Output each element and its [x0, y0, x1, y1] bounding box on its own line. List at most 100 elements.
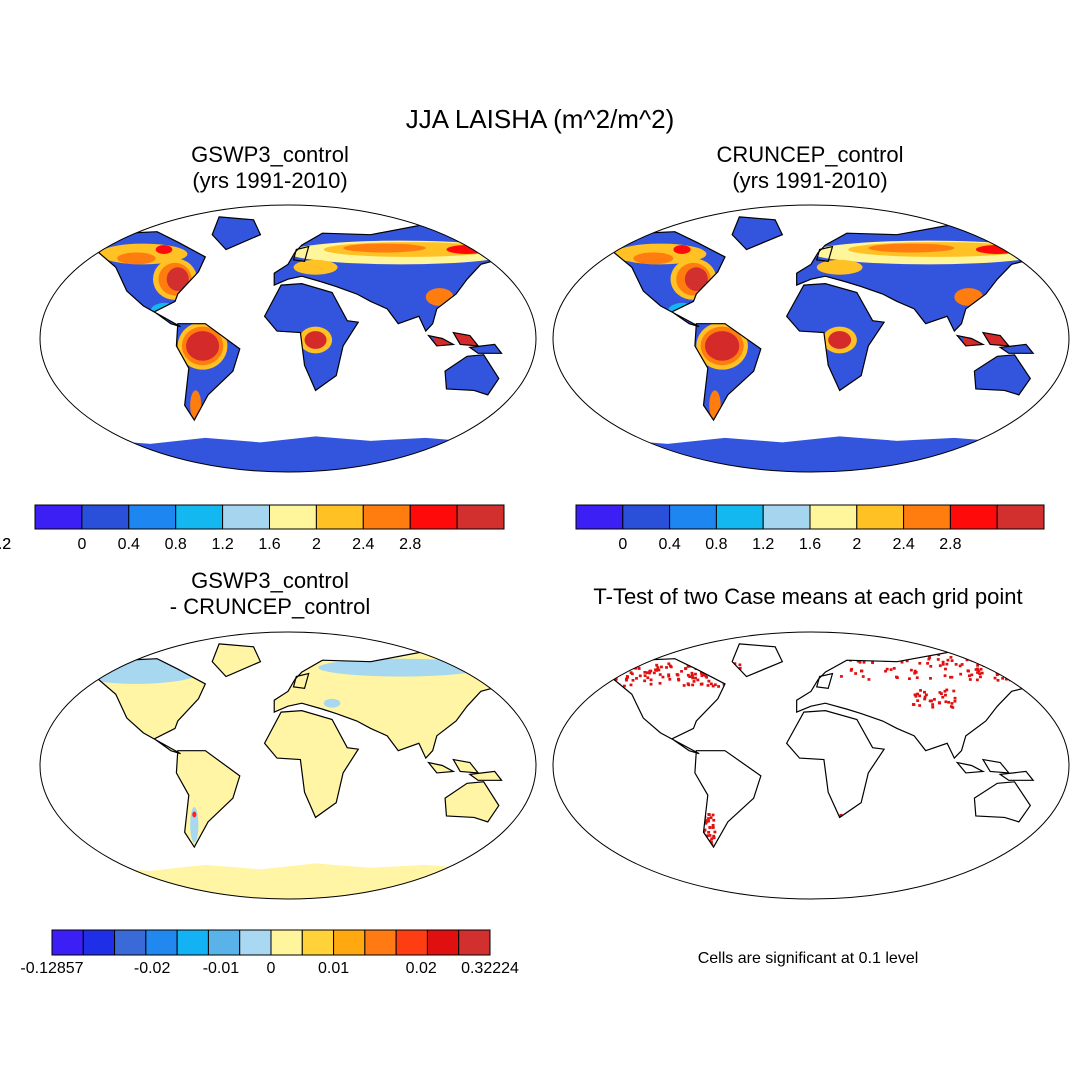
significant-cell [1039, 674, 1043, 678]
significant-cell [707, 830, 711, 834]
significant-cell [648, 669, 652, 673]
significant-cell [1033, 667, 1037, 671]
colorbar-box [81, 504, 130, 530]
coastline [787, 711, 884, 818]
colorbar-box [575, 504, 624, 530]
significant-cell [1054, 660, 1058, 664]
colorbar-label: 0.01 [318, 960, 349, 977]
significant-cell [694, 676, 697, 680]
significant-cell [978, 672, 982, 676]
coastline [61, 659, 206, 754]
significant-cell [854, 672, 858, 675]
significant-cell [655, 669, 659, 672]
significant-cell [696, 678, 700, 682]
significant-cell [1027, 670, 1031, 674]
colorbar-label: 2.4 [892, 536, 914, 553]
significant-cell [1007, 673, 1011, 677]
significant-cell [733, 662, 737, 665]
colorbar-box [669, 504, 717, 530]
field-patch [343, 243, 426, 253]
coastline [470, 771, 502, 780]
map-panel [40, 205, 536, 472]
map-border [40, 205, 536, 472]
significant-cell [622, 684, 626, 688]
significant-cell [952, 689, 956, 693]
colorbar-label: 0.8 [165, 536, 187, 553]
land [60, 658, 206, 754]
significant-cell [686, 682, 690, 686]
significant-cell [958, 664, 962, 668]
colorbar-box [176, 929, 209, 956]
significant-cell [905, 659, 909, 663]
land [732, 643, 783, 677]
significant-cell [623, 664, 627, 668]
significant-cell [631, 678, 635, 682]
significant-cell [667, 673, 671, 677]
significant-cell [944, 667, 947, 671]
significant-cell [1043, 674, 1046, 677]
significant-cell [947, 700, 951, 704]
field-patch [816, 259, 863, 275]
land [1050, 390, 1064, 410]
coastline [1050, 817, 1063, 836]
significant-cell [596, 683, 599, 687]
significant-cell [1001, 666, 1005, 670]
significant-cell [993, 660, 997, 664]
field-patch [117, 252, 156, 265]
coastline [265, 711, 359, 818]
significant-cell [686, 665, 690, 668]
colorbar-box [856, 504, 905, 530]
significant-cell [993, 663, 996, 667]
significant-cell [927, 657, 931, 661]
significant-cell [1031, 670, 1035, 673]
significant-cell [1060, 658, 1064, 661]
colorbar-box [996, 504, 1045, 530]
colorbar-label: 0.02 [406, 960, 437, 977]
significant-cell [939, 692, 943, 695]
significant-cell [976, 671, 979, 674]
significant-cell [649, 678, 653, 682]
colorbar-box [301, 929, 335, 956]
significant-cell [1052, 660, 1056, 663]
field-patch [186, 331, 220, 361]
colorbar-label: 2.4 [352, 536, 374, 553]
land [518, 817, 531, 837]
significant-cell [915, 676, 919, 680]
significant-cell [665, 666, 668, 669]
coastline [470, 344, 502, 353]
significant-cell [624, 677, 628, 681]
significant-cell [1020, 668, 1023, 672]
significant-cell [949, 675, 952, 679]
panel-title: CRUNCEP_control [716, 142, 903, 167]
significant-cell [667, 674, 671, 678]
significant-cell [966, 669, 970, 673]
significant-cell [700, 674, 704, 677]
colorbar-label: 0.4 [118, 536, 140, 553]
significant-cell [953, 696, 957, 700]
significant-cell [688, 675, 692, 679]
panel-title: T-Test of two Case means at each grid po… [593, 584, 1022, 609]
land [553, 863, 1069, 899]
coastline [797, 651, 1069, 758]
significant-cell [667, 662, 671, 666]
significant-cell [707, 679, 711, 683]
land [974, 354, 1031, 395]
colorbar-box [145, 929, 178, 956]
land [553, 436, 1069, 472]
significant-cell [996, 678, 1000, 682]
colorbar-box [949, 504, 998, 530]
significant-cell [708, 834, 712, 837]
colorbar-label: 0 [267, 960, 276, 977]
field-patch [323, 698, 341, 708]
colorbar-box [395, 929, 428, 956]
coastline [176, 751, 239, 847]
significant-cell [638, 674, 642, 678]
coastline [1050, 390, 1063, 409]
significant-cell [944, 693, 947, 697]
significant-cell [1032, 673, 1035, 677]
panel-title: GSWP3_control [191, 142, 349, 167]
significant-cell [977, 669, 981, 673]
significant-cell [668, 664, 672, 668]
significant-cell [936, 658, 940, 661]
significant-cell [1018, 655, 1022, 659]
